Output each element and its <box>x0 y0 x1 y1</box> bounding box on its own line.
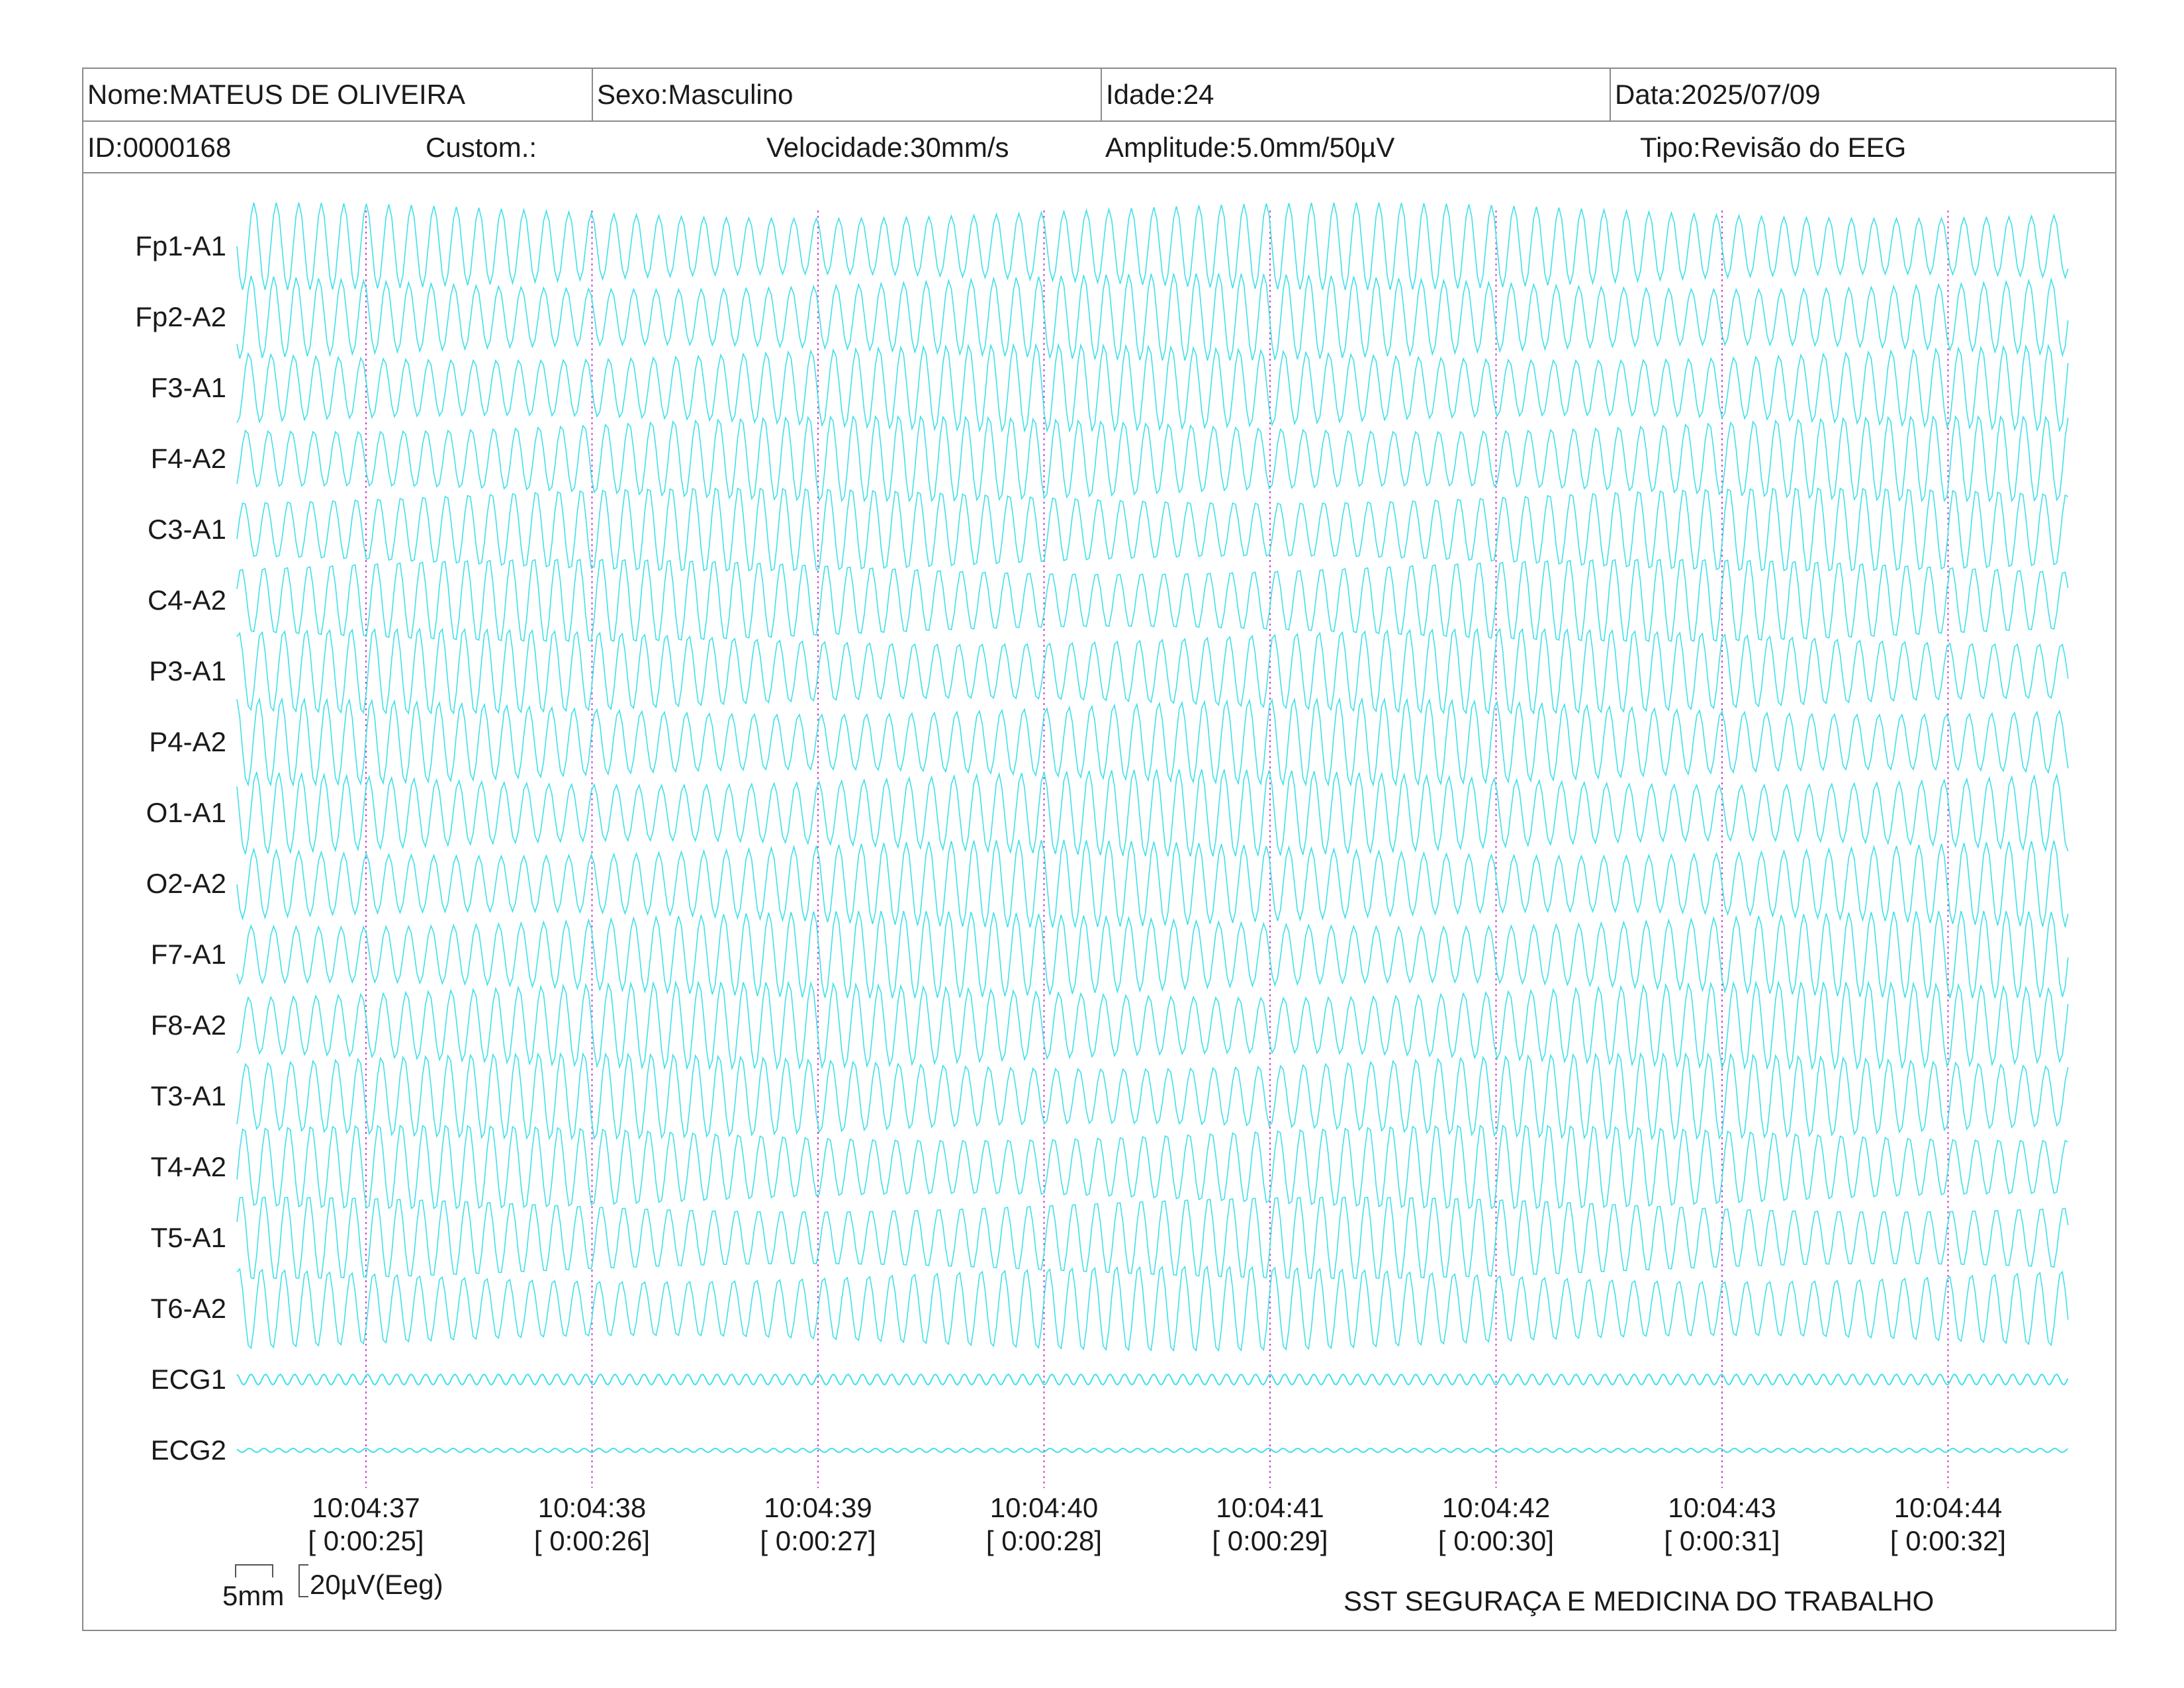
time-clock-label: 10:04:39 <box>764 1492 872 1523</box>
time-elapsed-label: [ 0:00:30] <box>1438 1525 1554 1556</box>
exam-type: Tipo:Revisão do EEG <box>1640 132 1907 163</box>
channel-label: T3-A1 <box>151 1080 226 1111</box>
channel-label: T6-A2 <box>151 1293 226 1324</box>
scale-uv-label: 20µV(Eeg) <box>310 1569 443 1600</box>
channel-label: C4-A2 <box>148 585 226 616</box>
channel-trace <box>236 769 2069 857</box>
patient-age: Idade:24 <box>1101 69 1610 120</box>
channel-label: C3-A1 <box>148 514 226 545</box>
custom-field: Custom.: <box>426 132 537 163</box>
time-elapsed-label: [ 0:00:28] <box>986 1525 1102 1556</box>
channel-trace <box>236 980 2069 1071</box>
header-row-1: Nome:MATEUS DE OLIVEIRA Sexo:Masculino I… <box>83 69 2115 122</box>
channel-labels: Fp1-A1 Fp2-A2 F3-A1 F4-A2 C3-A1 C4-A2 P3-A1 P4-… <box>135 230 226 1466</box>
channel-trace <box>236 414 2069 503</box>
time-elapsed-label: [ 0:00:26] <box>534 1525 650 1556</box>
mm-scale-bracket <box>235 1564 273 1577</box>
channel-label: ECG1 <box>151 1364 226 1395</box>
eeg-traces <box>236 202 2069 1454</box>
channel-trace <box>236 697 2069 787</box>
channel-label: P3-A1 <box>149 655 226 686</box>
recording-amplitude: Amplitude:5.0mm/50µV <box>1105 132 1395 163</box>
time-clock-label: 10:04:37 <box>312 1492 420 1523</box>
channel-label: F3-A1 <box>151 372 226 403</box>
company-name: SST SEGURAÇA E MEDICINA DO TRABALHO <box>1343 1585 1934 1617</box>
channel-label: Fp1-A1 <box>135 230 226 261</box>
channel-trace <box>236 559 2069 642</box>
channel-trace <box>236 628 2069 715</box>
time-markers <box>365 211 1949 1488</box>
channel-label: F7-A1 <box>151 939 226 970</box>
channel-trace <box>236 1052 2069 1141</box>
channel-label: O2-A2 <box>146 868 226 899</box>
channel-label: O1-A1 <box>146 797 226 828</box>
channel-trace <box>236 202 2069 291</box>
channel-trace <box>236 1373 2069 1386</box>
channel-label: ECG2 <box>151 1434 226 1466</box>
channel-label: F8-A2 <box>151 1009 226 1041</box>
patient-name: Nome:MATEUS DE OLIVEIRA <box>87 79 466 110</box>
patient-id: ID:0000168 <box>87 132 232 163</box>
channel-trace <box>236 1124 2069 1210</box>
uv-scale-bracket <box>298 1564 308 1597</box>
channel-trace <box>236 1196 2069 1280</box>
time-elapsed-label: [ 0:00:25] <box>308 1525 424 1556</box>
time-clock-label: 10:04:38 <box>538 1492 647 1523</box>
time-clock-label: 10:04:43 <box>1668 1492 1776 1523</box>
patient-sex: Sexo:Masculino <box>592 69 1101 120</box>
exam-date: Data:2025/07/09 <box>1610 69 2118 120</box>
time-elapsed-label: [ 0:00:27] <box>760 1525 876 1556</box>
channel-trace <box>236 342 2069 434</box>
time-clock-label: 10:04:40 <box>990 1492 1099 1523</box>
channel-label: T5-A1 <box>151 1222 226 1253</box>
channel-trace <box>236 1447 2069 1454</box>
time-tick-labels: 10:04:37[ 0:00:25] 10:04:38[ 0:00:26] 10:0… <box>308 1492 2006 1556</box>
time-elapsed-label: [ 0:00:29] <box>1212 1525 1328 1556</box>
channel-trace <box>236 839 2069 928</box>
time-clock-label: 10:04:44 <box>1894 1492 2003 1523</box>
time-clock-label: 10:04:41 <box>1216 1492 1324 1523</box>
channel-label: P4-A2 <box>149 726 226 757</box>
time-elapsed-label: [ 0:00:32] <box>1890 1525 2006 1556</box>
time-elapsed-label: [ 0:00:31] <box>1664 1525 1780 1556</box>
channel-trace <box>236 1265 2069 1352</box>
header-row-2: ID:0000168 Custom.: Velocidade:30mm/s Am… <box>83 122 2115 173</box>
channel-label: T4-A2 <box>151 1151 226 1182</box>
channel-trace <box>236 273 2069 361</box>
channel-label: F4-A2 <box>151 443 226 474</box>
time-clock-label: 10:04:42 <box>1442 1492 1551 1523</box>
report-sheet: Nome:MATEUS DE OLIVEIRA Sexo:Masculino I… <box>82 68 2116 1631</box>
recording-speed: Velocidade:30mm/s <box>766 132 1009 163</box>
scale-bar <box>235 1564 308 1597</box>
channel-trace <box>236 487 2069 572</box>
channel-trace <box>236 910 2069 999</box>
scale-mm-label: 5mm <box>222 1580 285 1611</box>
channel-label: Fp2-A2 <box>135 301 226 332</box>
